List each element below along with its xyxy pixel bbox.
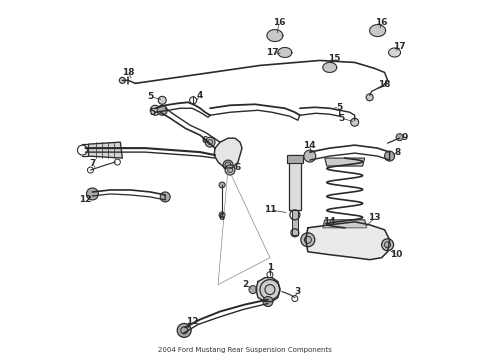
Text: 3: 3 [294, 287, 301, 296]
Circle shape [157, 105, 167, 115]
Text: 2: 2 [242, 280, 248, 289]
Polygon shape [214, 138, 242, 168]
Circle shape [225, 165, 235, 175]
Circle shape [263, 297, 273, 306]
Circle shape [219, 212, 225, 218]
Text: 5: 5 [147, 92, 153, 101]
Text: 6: 6 [202, 136, 208, 145]
Text: 18: 18 [122, 68, 135, 77]
Text: 2004 Ford Mustang Rear Suspension Components: 2004 Ford Mustang Rear Suspension Compon… [158, 347, 332, 353]
Text: 13: 13 [368, 213, 381, 222]
Circle shape [366, 94, 373, 101]
Text: 17: 17 [393, 42, 406, 51]
Text: 10: 10 [391, 250, 403, 259]
Text: 14: 14 [303, 141, 316, 150]
Text: 11: 11 [264, 206, 276, 215]
Circle shape [304, 150, 316, 162]
Circle shape [86, 188, 98, 200]
Text: 5: 5 [149, 108, 155, 117]
Polygon shape [323, 220, 367, 228]
Circle shape [385, 151, 394, 161]
Circle shape [177, 323, 191, 337]
Circle shape [382, 239, 393, 251]
Text: 14: 14 [323, 217, 336, 226]
Circle shape [301, 233, 315, 247]
Text: 1: 1 [267, 263, 273, 272]
Text: 17: 17 [266, 48, 278, 57]
Text: 9: 9 [401, 133, 408, 142]
Text: 12: 12 [186, 317, 198, 326]
Circle shape [223, 160, 233, 170]
Text: 5: 5 [337, 103, 343, 112]
Polygon shape [89, 142, 122, 158]
Polygon shape [256, 278, 280, 302]
Circle shape [351, 118, 359, 126]
Circle shape [160, 192, 170, 202]
Text: 16: 16 [375, 18, 388, 27]
Circle shape [260, 280, 280, 300]
Text: 12: 12 [79, 195, 92, 204]
Text: 15: 15 [328, 54, 341, 63]
Polygon shape [369, 24, 386, 37]
Polygon shape [292, 210, 298, 235]
Polygon shape [287, 155, 303, 163]
Text: 18: 18 [378, 80, 391, 89]
Text: 16: 16 [272, 18, 285, 27]
Text: 6: 6 [219, 213, 225, 222]
Polygon shape [389, 48, 400, 57]
Circle shape [150, 105, 160, 115]
Polygon shape [278, 48, 292, 58]
Circle shape [158, 96, 166, 104]
Circle shape [219, 182, 225, 188]
Circle shape [205, 137, 215, 147]
Circle shape [396, 134, 403, 141]
Circle shape [120, 77, 125, 84]
Text: 7: 7 [89, 158, 96, 167]
Polygon shape [267, 30, 283, 41]
Polygon shape [306, 222, 390, 260]
Polygon shape [325, 158, 365, 166]
Polygon shape [289, 155, 301, 210]
Text: 8: 8 [394, 148, 401, 157]
Circle shape [249, 285, 257, 293]
Text: 5: 5 [339, 114, 345, 123]
Polygon shape [323, 62, 337, 72]
Text: 6: 6 [235, 163, 241, 172]
Text: 4: 4 [197, 91, 203, 100]
